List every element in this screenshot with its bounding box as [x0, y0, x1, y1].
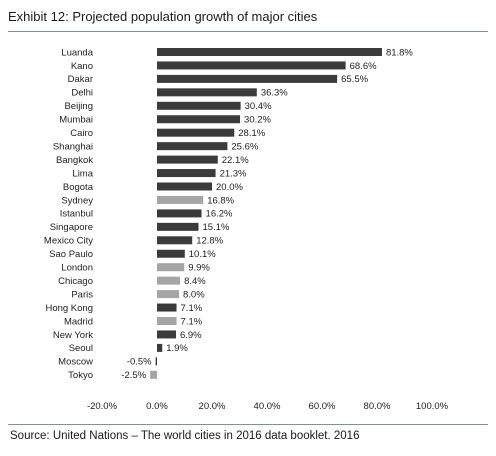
- x-tick-label: 20.0%: [199, 401, 226, 412]
- data-label: 25.6%: [231, 141, 258, 152]
- data-label: 30.2%: [244, 115, 271, 126]
- data-label: 65.5%: [341, 74, 368, 85]
- x-tick-label: 60.0%: [309, 401, 336, 412]
- bar: [157, 101, 241, 110]
- bar: [157, 155, 218, 164]
- data-label: 8.0%: [183, 289, 205, 300]
- data-label: 16.8%: [207, 195, 234, 206]
- chart-title: Exhibit 12: Projected population growth …: [8, 9, 318, 24]
- category-label: Cairo: [70, 128, 93, 139]
- category-label: Bangkok: [56, 155, 93, 166]
- category-label: Hong Kong: [45, 303, 93, 314]
- category-label: Sydney: [61, 195, 93, 206]
- data-label: -0.5%: [127, 357, 152, 368]
- category-label: Luanda: [61, 47, 93, 58]
- source-note: Source: United Nations – The world citie…: [10, 430, 360, 442]
- category-label: Istanbul: [60, 209, 93, 220]
- bar: [157, 115, 241, 124]
- category-label: Seoul: [69, 343, 93, 354]
- bar: [157, 195, 204, 204]
- data-label: 68.6%: [350, 61, 377, 72]
- bar: [157, 276, 181, 285]
- data-label: 21.3%: [220, 168, 247, 179]
- bar: [157, 142, 228, 151]
- category-label: Singapore: [50, 222, 93, 233]
- bar: [157, 222, 199, 231]
- bar: [157, 303, 177, 312]
- bar: [157, 128, 235, 137]
- category-label: Lima: [72, 168, 93, 179]
- bar: [155, 357, 157, 366]
- data-label: 1.9%: [166, 343, 188, 354]
- category-label: Sao Paulo: [49, 249, 93, 260]
- data-label: 36.3%: [261, 88, 288, 99]
- data-label: 16.2%: [206, 209, 233, 220]
- category-label: Kano: [71, 61, 93, 72]
- data-label: 12.8%: [196, 236, 223, 247]
- bar: [157, 263, 185, 272]
- bottom-rule: [8, 424, 488, 425]
- category-label: Bogota: [63, 182, 94, 193]
- category-label: Moscow: [58, 357, 93, 368]
- bar: [157, 290, 179, 299]
- bar: [157, 343, 163, 352]
- x-tick-label: -20.0%: [87, 401, 118, 412]
- x-tick-label: 0.0%: [146, 401, 168, 412]
- bar: [157, 209, 202, 218]
- bar: [157, 330, 176, 339]
- top-rule: [8, 31, 488, 32]
- bar: [157, 48, 382, 56]
- bar: [157, 61, 346, 70]
- category-label: Chicago: [58, 276, 93, 287]
- category-label: Tokyo: [68, 370, 93, 381]
- bar: [157, 169, 216, 178]
- category-label: New York: [53, 330, 93, 341]
- bar: [157, 74, 338, 83]
- data-label: 10.1%: [189, 249, 216, 260]
- bar-chart: Luanda 81.8% Kano 68.6% Dakar 65.5% Delhi 36.3%…: [44, 47, 449, 412]
- data-label: 15.1%: [203, 222, 230, 233]
- x-tick-label: 80.0%: [364, 401, 391, 412]
- data-label: 20.0%: [216, 182, 243, 193]
- category-label: London: [61, 263, 93, 274]
- data-label: -2.5%: [121, 370, 146, 381]
- data-label: 30.4%: [245, 101, 272, 112]
- data-label: 28.1%: [238, 128, 265, 139]
- data-label: 22.1%: [222, 155, 249, 166]
- category-label: Beijing: [64, 101, 93, 112]
- data-label: 81.8%: [386, 47, 413, 58]
- bar: [157, 249, 185, 258]
- bar: [157, 236, 193, 245]
- bar: [157, 182, 212, 191]
- bar: [157, 88, 257, 97]
- category-label: Madrid: [64, 316, 93, 327]
- data-label: 6.9%: [180, 330, 202, 341]
- data-label: 7.1%: [181, 303, 203, 314]
- data-label: 7.1%: [181, 316, 203, 327]
- category-label: Shanghai: [53, 141, 93, 152]
- category-label: Delhi: [71, 88, 93, 99]
- x-tick-label: 100.0%: [416, 401, 449, 412]
- bar: [157, 317, 177, 325]
- data-label: 9.9%: [188, 263, 210, 274]
- category-label: Paris: [71, 289, 93, 300]
- category-label: Mumbai: [59, 115, 93, 126]
- category-label: Dakar: [68, 74, 93, 85]
- data-label: 8.4%: [184, 276, 206, 287]
- x-tick-label: 40.0%: [254, 401, 281, 412]
- category-label: Mexico City: [44, 236, 93, 247]
- bar: [150, 370, 157, 379]
